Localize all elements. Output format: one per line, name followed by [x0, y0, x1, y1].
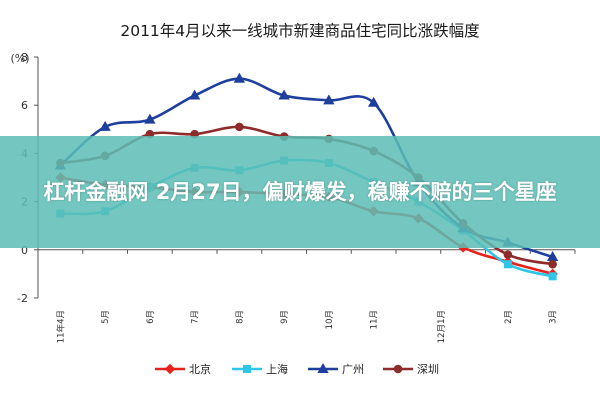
legend-swatch-marker [317, 362, 329, 373]
data-point [235, 122, 244, 132]
y-tick-label: 0 [21, 244, 28, 257]
data-point [548, 272, 557, 281]
x-tick-label: 8月 [235, 310, 245, 324]
y-tick-label: 6 [21, 99, 28, 112]
legend-swatch-marker [164, 363, 176, 375]
x-tick-label: 9月 [280, 310, 290, 324]
y-tick-label: -2 [17, 292, 28, 305]
x-tick-label: 10月 [325, 310, 335, 329]
legend-item: 上海 [232, 362, 288, 376]
data-point [188, 89, 201, 100]
legend-item: 北京 [155, 362, 211, 376]
data-point [144, 113, 156, 124]
x-tick-label: 11年4月 [55, 310, 66, 343]
x-tick-label: 3月 [549, 310, 559, 324]
data-point [503, 260, 512, 269]
legend-label: 北京 [189, 362, 211, 376]
x-tick-label: 6月 [146, 310, 156, 324]
x-tick-label: 11月 [370, 310, 380, 329]
legend-label: 广州 [342, 363, 364, 376]
data-point [233, 72, 246, 83]
data-point [278, 89, 290, 100]
y-tick-label: 8 [21, 51, 28, 64]
data-point [323, 94, 335, 105]
x-tick-label: 7月 [191, 310, 201, 324]
x-tick-label: 5月 [101, 310, 111, 324]
legend-item: 深圳 [383, 363, 439, 376]
data-point [367, 96, 380, 107]
y-axis-unit-label: (%) [10, 52, 29, 65]
data-point [99, 120, 111, 131]
legend-label: 上海 [266, 362, 288, 376]
x-tick-label: 2月 [504, 310, 514, 324]
legend-swatch-marker [243, 365, 251, 373]
data-point [548, 259, 557, 269]
promo-banner: 杠杆金融网 2月27日，偏财爆发，稳赚不赔的三个星座 [0, 136, 600, 248]
legend-item: 广州 [308, 362, 364, 376]
chart-legend: 北京 上海 广州 深圳 [155, 362, 439, 376]
chart-title: 2011年4月以来一线城市新建商品住宅同比涨跌幅度 [120, 22, 479, 40]
legend-label: 深圳 [417, 363, 439, 376]
promo-banner-text: 杠杆金融网 2月27日，偏财爆发，稳赚不赔的三个星座 [43, 180, 557, 204]
legend-swatch-marker [393, 364, 403, 374]
data-point [503, 250, 513, 259]
x-tick-label: 12月1月 [437, 310, 447, 343]
